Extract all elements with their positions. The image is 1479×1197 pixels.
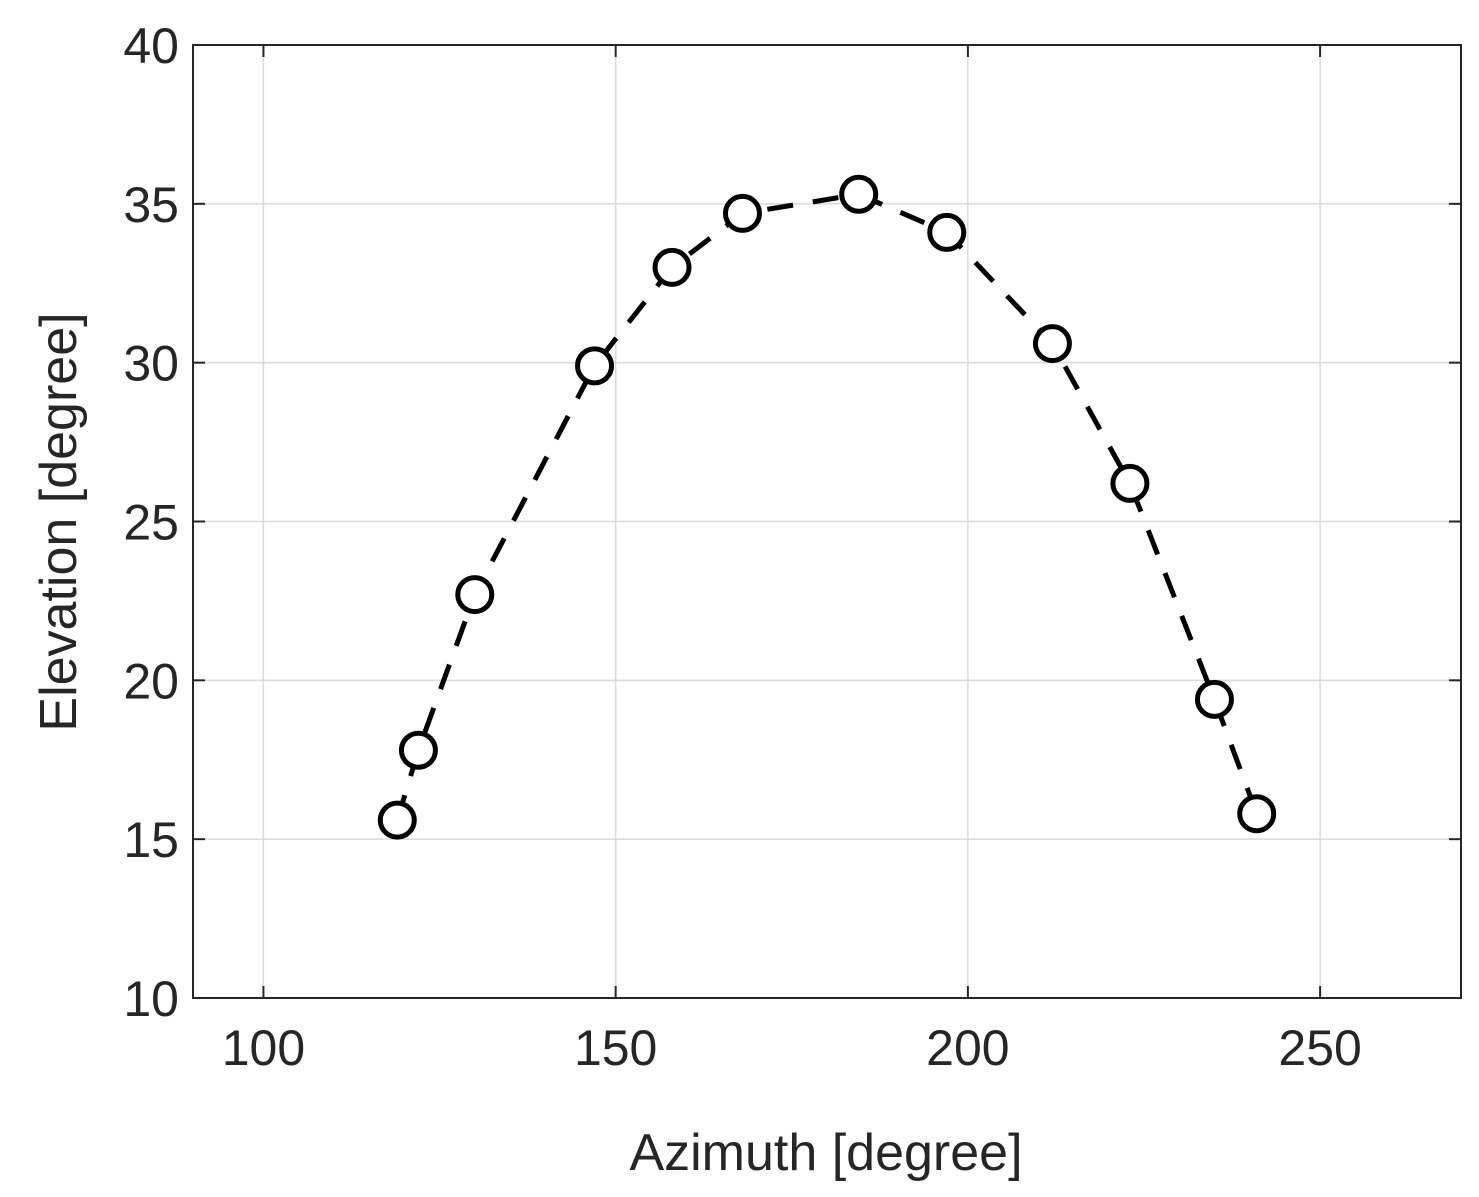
series-line [394, 191, 1260, 821]
y-tick-label: 35 [123, 177, 179, 233]
y-tick-label: 20 [123, 653, 179, 709]
y-axis-label: Elevation [degree] [30, 312, 88, 731]
data-point [575, 346, 615, 386]
data-point [927, 212, 967, 252]
x-tick-label: 250 [1278, 1020, 1361, 1076]
data-point [1032, 324, 1072, 364]
y-tick-label: 25 [123, 495, 179, 551]
x-axis-label: Azimuth [degree] [629, 1124, 1022, 1182]
y-tick-label: 15 [123, 812, 179, 868]
data-point [839, 174, 879, 214]
y-tick-label: 40 [123, 18, 179, 74]
data-point [722, 193, 762, 233]
data-point [377, 800, 417, 840]
data-point [1237, 794, 1277, 834]
y-tick-label: 30 [123, 336, 179, 392]
x-tick-label: 100 [222, 1020, 305, 1076]
x-tick-label: 150 [574, 1020, 657, 1076]
grid [193, 44, 1461, 999]
data-point [398, 730, 438, 770]
data-point [1194, 679, 1234, 719]
tick-labels: 100 150 200 250 10 15 20 25 30 35 40 [123, 18, 1361, 1076]
data-series [377, 174, 1277, 840]
data-point [652, 247, 692, 287]
data-point [1110, 463, 1150, 503]
data-point [455, 575, 495, 615]
y-tick-label: 10 [123, 971, 179, 1027]
x-tick-label: 200 [926, 1020, 1009, 1076]
axes [192, 44, 1462, 999]
